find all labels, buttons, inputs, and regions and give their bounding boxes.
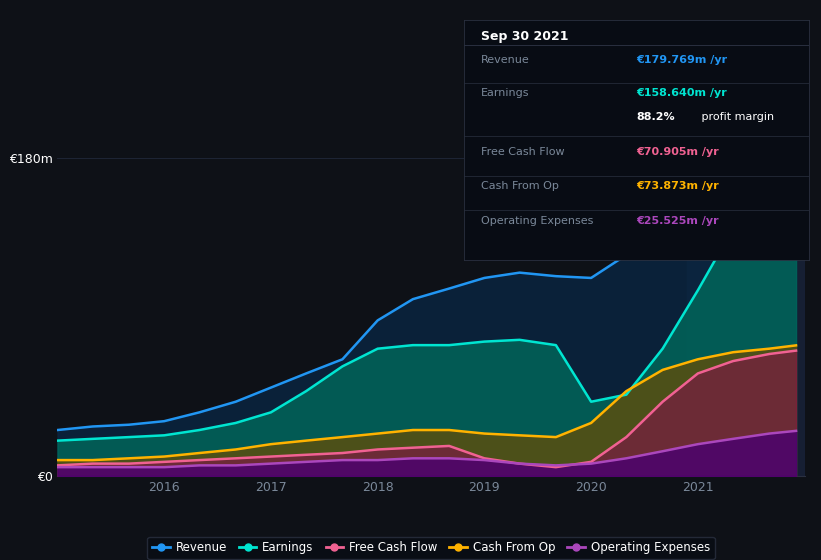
Text: Operating Expenses: Operating Expenses [481,216,594,226]
Text: 88.2%: 88.2% [636,113,675,122]
Text: €70.905m /yr: €70.905m /yr [636,147,719,157]
Bar [687,140,805,476]
Text: €158.640m /yr: €158.640m /yr [636,88,727,98]
Legend: Revenue, Earnings, Free Cash Flow, Cash From Op, Operating Expenses: Revenue, Earnings, Free Cash Flow, Cash … [147,536,715,559]
Text: Revenue: Revenue [481,54,530,64]
Text: €25.525m /yr: €25.525m /yr [636,216,719,226]
Text: €73.873m /yr: €73.873m /yr [636,181,719,191]
Text: Cash From Op: Cash From Op [481,181,559,191]
Text: profit margin: profit margin [699,113,774,122]
Text: Earnings: Earnings [481,88,530,98]
Text: €179.769m /yr: €179.769m /yr [636,54,727,64]
Text: Sep 30 2021: Sep 30 2021 [481,30,569,44]
Text: Free Cash Flow: Free Cash Flow [481,147,565,157]
